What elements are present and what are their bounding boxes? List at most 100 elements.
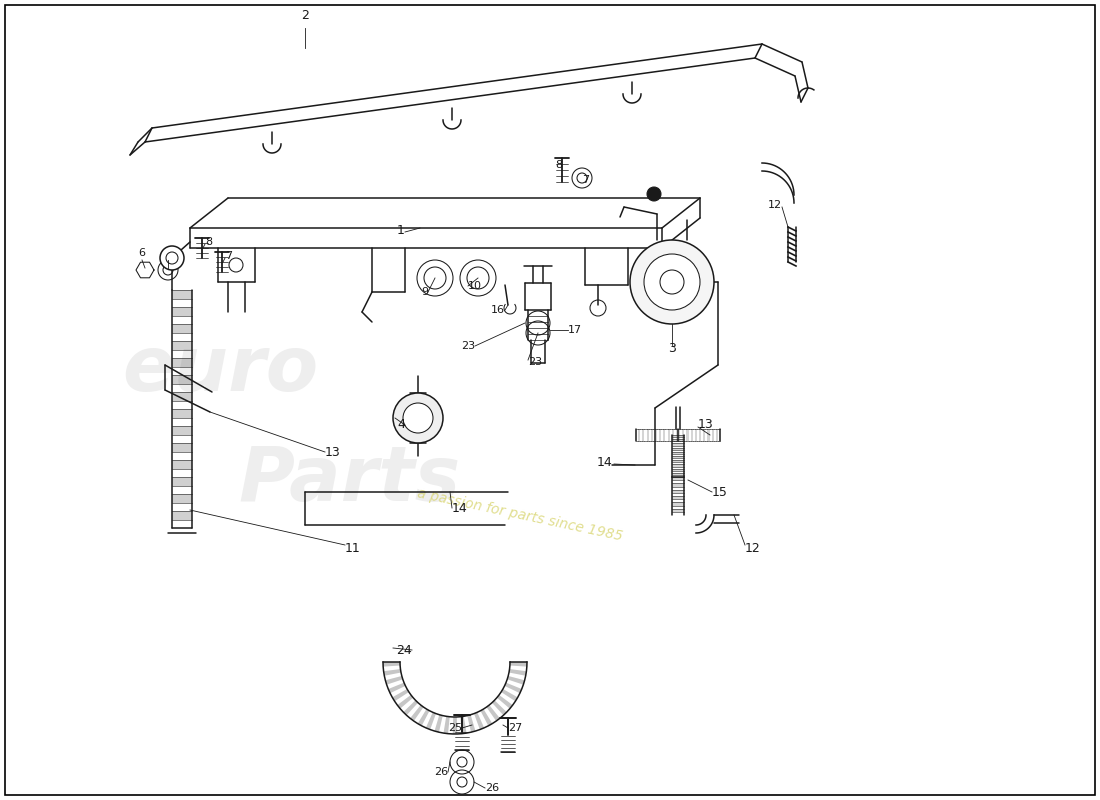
Polygon shape (172, 307, 192, 315)
Text: 1: 1 (397, 223, 405, 237)
Polygon shape (675, 429, 678, 441)
Polygon shape (510, 662, 527, 666)
Polygon shape (691, 429, 693, 441)
Polygon shape (383, 662, 400, 666)
Polygon shape (172, 409, 192, 418)
Polygon shape (672, 473, 684, 475)
Text: 3: 3 (668, 342, 675, 354)
Polygon shape (682, 429, 684, 441)
Text: 23: 23 (528, 357, 542, 367)
Polygon shape (672, 429, 674, 441)
Text: a passion for parts since 1985: a passion for parts since 1985 (416, 486, 624, 544)
Polygon shape (672, 452, 684, 454)
Polygon shape (172, 358, 192, 366)
Polygon shape (497, 695, 513, 709)
Polygon shape (651, 429, 652, 441)
Polygon shape (410, 705, 424, 721)
Polygon shape (672, 502, 684, 506)
Polygon shape (384, 669, 402, 676)
Polygon shape (638, 429, 640, 441)
Polygon shape (404, 700, 418, 715)
Polygon shape (686, 429, 689, 441)
Text: 27: 27 (508, 723, 522, 733)
Polygon shape (468, 714, 475, 732)
Polygon shape (672, 496, 684, 499)
Circle shape (644, 254, 700, 310)
Text: 23: 23 (461, 341, 475, 351)
Polygon shape (443, 716, 450, 734)
Polygon shape (172, 392, 192, 401)
Polygon shape (474, 712, 484, 730)
Polygon shape (385, 676, 403, 685)
Polygon shape (707, 429, 710, 441)
Polygon shape (672, 439, 684, 442)
Text: 26: 26 (485, 783, 499, 793)
Text: 5: 5 (165, 248, 172, 258)
Polygon shape (172, 341, 192, 350)
Polygon shape (172, 443, 192, 451)
Polygon shape (672, 477, 684, 480)
Text: 13: 13 (698, 418, 714, 431)
Text: 7: 7 (226, 251, 232, 261)
Polygon shape (397, 695, 414, 709)
Polygon shape (388, 682, 406, 694)
Polygon shape (393, 689, 409, 702)
Text: 24: 24 (396, 643, 412, 657)
Polygon shape (672, 456, 684, 458)
Text: 17: 17 (568, 325, 582, 335)
Polygon shape (434, 714, 443, 732)
Text: 16: 16 (491, 305, 505, 315)
Text: 12: 12 (745, 542, 761, 554)
Text: 8: 8 (205, 237, 212, 247)
Text: 11: 11 (345, 542, 361, 554)
Text: 14: 14 (452, 502, 468, 514)
Polygon shape (698, 429, 701, 441)
Polygon shape (672, 509, 684, 512)
Polygon shape (659, 429, 661, 441)
Polygon shape (672, 443, 684, 446)
Polygon shape (172, 494, 192, 502)
Text: 9: 9 (421, 287, 428, 297)
Circle shape (417, 260, 453, 296)
Polygon shape (678, 429, 680, 441)
Circle shape (393, 393, 443, 443)
Circle shape (468, 267, 490, 289)
Text: euro: euro (122, 333, 318, 407)
Polygon shape (672, 435, 684, 437)
Polygon shape (509, 669, 527, 676)
Text: 13: 13 (324, 446, 341, 458)
Polygon shape (672, 448, 684, 450)
Polygon shape (672, 469, 684, 470)
Polygon shape (172, 375, 192, 383)
Polygon shape (481, 709, 493, 726)
Polygon shape (502, 689, 518, 702)
Circle shape (403, 403, 433, 433)
Polygon shape (642, 429, 645, 441)
Circle shape (460, 260, 496, 296)
Polygon shape (460, 716, 466, 734)
Polygon shape (712, 429, 714, 441)
Polygon shape (716, 429, 718, 441)
Polygon shape (663, 429, 666, 441)
Polygon shape (172, 477, 192, 486)
Text: Parts: Parts (239, 443, 461, 517)
Polygon shape (672, 464, 684, 466)
Text: 10: 10 (468, 281, 482, 291)
Polygon shape (172, 324, 192, 333)
Text: 12: 12 (768, 200, 782, 210)
Polygon shape (172, 460, 192, 469)
Polygon shape (172, 426, 192, 434)
Circle shape (424, 267, 446, 289)
Polygon shape (695, 429, 697, 441)
Polygon shape (672, 490, 684, 493)
Polygon shape (505, 682, 521, 694)
Polygon shape (703, 429, 705, 441)
Polygon shape (672, 483, 684, 486)
Polygon shape (507, 676, 525, 685)
Polygon shape (426, 712, 436, 730)
Text: 14: 14 (596, 455, 612, 469)
Text: 25: 25 (448, 723, 462, 733)
Polygon shape (672, 460, 684, 462)
Polygon shape (172, 290, 192, 298)
Text: 6: 6 (139, 248, 145, 258)
